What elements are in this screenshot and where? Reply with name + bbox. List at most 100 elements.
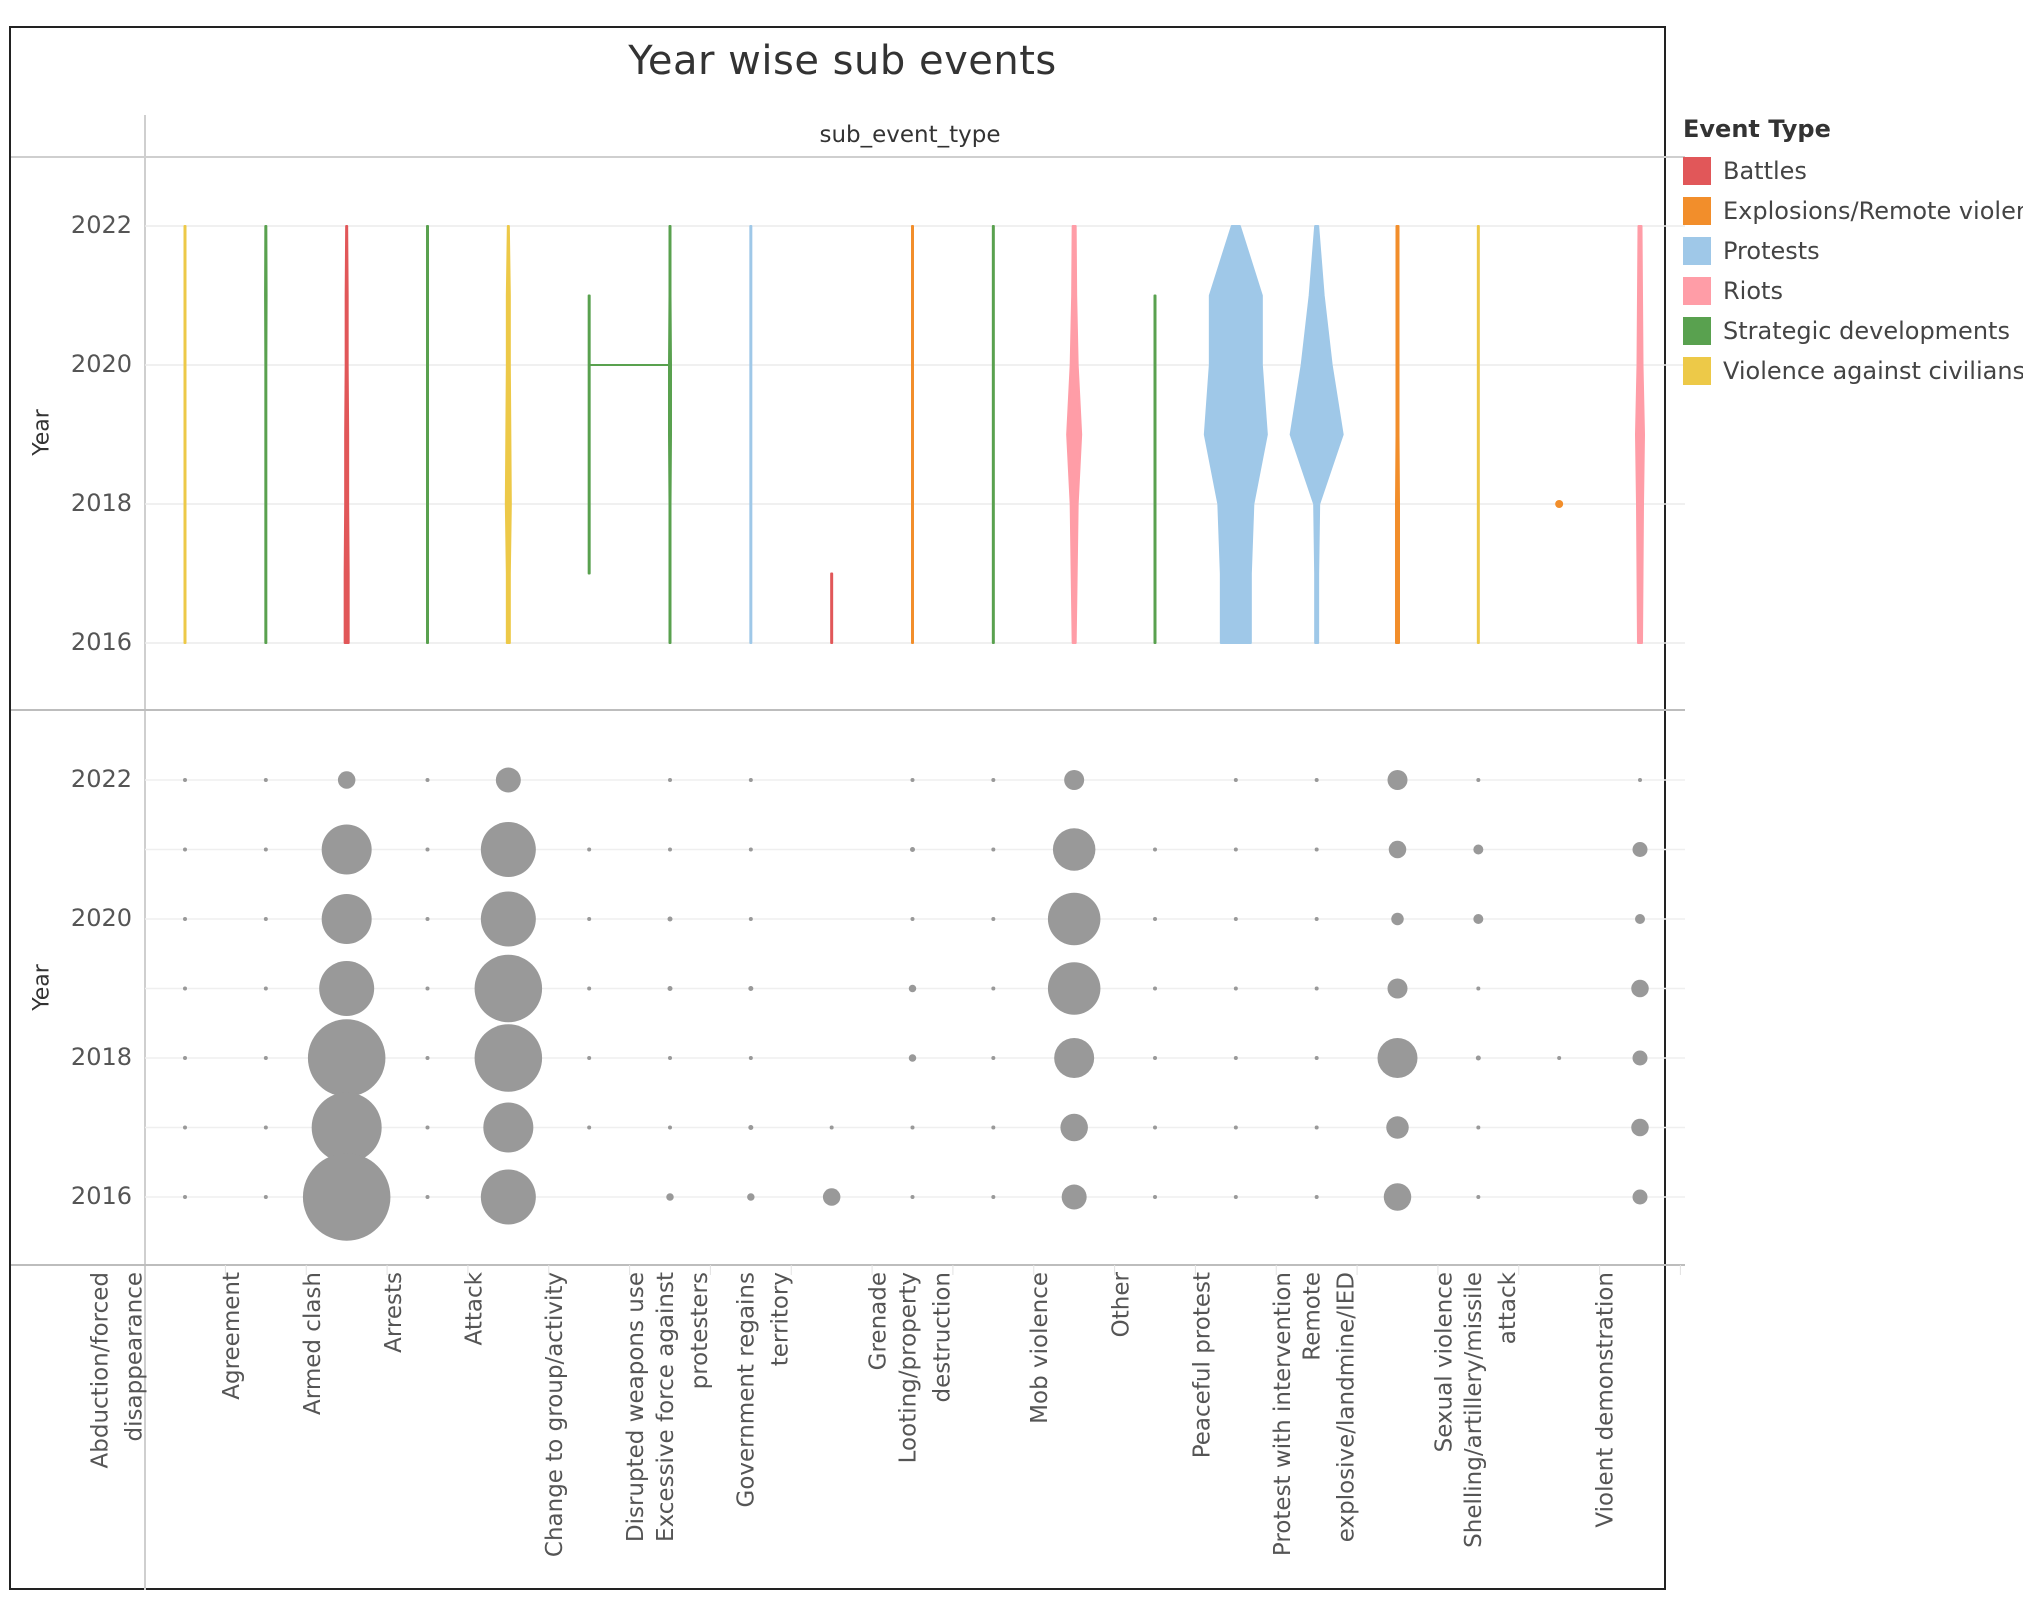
x-tick-label-wrap: Peaceful protest [1159,1272,1219,1458]
bubble-point [1476,1195,1481,1199]
bubble-point [183,778,187,782]
range-line [183,225,187,644]
x-tick-label-wrap: Abduction/forced disappearance [87,1272,151,1468]
x-tick-label-wrap: Looting/property destruction [895,1272,959,1463]
bubble-point [1314,917,1319,921]
bubble-point [1233,986,1238,991]
legend-label: Battles [1723,157,1807,185]
y-axis-title-top: Year [29,409,55,456]
legend-swatch [1683,277,1711,305]
bubble-point [183,1195,187,1199]
bubble-point [908,984,917,993]
legend-label: Riots [1723,277,1783,305]
bubble-point [991,917,996,921]
x-tick-label: Looting/property destruction [895,1272,956,1464]
range-line [1395,225,1400,644]
y-axis-title-bottom: Year [29,964,55,1011]
range-line [668,225,672,644]
bubble-point [587,986,592,991]
bubble-point [668,847,672,852]
bubble-point [474,954,543,1023]
bubble-point [321,894,372,944]
bubble-point [480,891,536,947]
bubble-point [748,986,754,991]
bubble-point [1153,1125,1157,1130]
x-tick-label: Mob violence [1027,1272,1054,1424]
bubble-point [1060,1113,1088,1142]
y-tick-label-top: 2022 [70,211,132,239]
x-tick-label-wrap: Protest with intervention [1240,1272,1300,1556]
bubble-point [337,771,356,789]
x-tick-label-wrap: Shelling/artillery/missile attack [1461,1272,1525,1548]
bubble-point [822,1188,841,1206]
bubble-point [183,847,187,852]
bubble-point [1635,914,1645,924]
bubble-point [321,824,372,875]
x-tick-label-wrap: Other [1078,1272,1138,1337]
x-tick-label: Remote explosive/landmine/IED [1299,1272,1360,1543]
bubble-point [311,1092,382,1163]
bubble-point [263,1195,268,1199]
x-tick-label: Arrests [380,1272,407,1353]
bubble-point [991,986,996,991]
bubble-point [1233,847,1238,852]
bubble-point [263,917,268,921]
bubble-point [263,847,268,852]
bubble-point [183,1056,187,1060]
bubble-point [587,917,592,921]
range-line-point [1555,500,1564,508]
x-tick-label-wrap: Change to group/activity [512,1272,572,1557]
bubble-point [1314,1056,1319,1060]
bubble-point [991,847,996,852]
bubble-point [1047,892,1101,946]
bubble-point [666,1193,674,1201]
bubble-point [748,917,753,921]
bubble-point [910,1195,915,1199]
x-tick-label-wrap: Violent demonstration [1563,1272,1623,1528]
bubble-point [1153,1056,1157,1060]
legend: Event Type Battles Explosions/Remote vio… [1683,115,2023,391]
chart-title: Year wise sub events [628,38,1057,84]
legend-item-protests[interactable]: Protests [1683,231,2023,271]
legend-swatch [1683,237,1711,265]
x-tick-label-wrap: Remote explosive/landmine/IED [1300,1272,1364,1542]
legend-item-strategic[interactable]: Strategic developments [1683,311,2023,351]
bubble-point [667,986,673,991]
range-line [911,225,914,644]
legend-item-battles[interactable]: Battles [1683,151,2023,191]
legend-label: Violence against civilians [1723,357,2023,385]
bubble-point [910,778,915,782]
legend-label: Explosions/Remote violence [1723,197,2023,225]
bubble-point [747,1193,755,1201]
bubble-point [425,1056,430,1060]
bubble-point [483,1102,534,1153]
range-line [426,225,429,644]
bubble-point [991,1056,996,1060]
range-line [991,225,995,644]
bubble-point [183,986,187,991]
legend-swatch [1683,357,1711,385]
bubble-point [1314,1195,1319,1199]
bubble-point [910,1125,915,1130]
legend-item-violence[interactable]: Violence against civilians [1683,351,2023,391]
x-tick-label: Excessive force against protesters [652,1272,713,1542]
bubble-point [587,847,592,852]
bubble-point [474,1024,543,1092]
legend-item-explosions[interactable]: Explosions/Remote violence [1683,191,2023,231]
legend-swatch [1683,157,1711,185]
legend-swatch [1683,197,1711,225]
range-line [1066,225,1083,644]
bubble-point [668,1056,672,1060]
bubble-point [587,1125,592,1130]
bubble-point [910,917,915,921]
bubble-point [495,767,521,793]
x-tick-label: Disrupted weapons use [623,1272,649,1543]
x-tick-label: Change to group/activity [542,1272,569,1558]
bubble-point [748,847,753,852]
bubble-point [908,1054,917,1062]
bubble-point [1631,979,1649,998]
bubble-point [1377,1038,1418,1078]
bubble-point [1387,978,1408,999]
legend-item-riots[interactable]: Riots [1683,271,2023,311]
